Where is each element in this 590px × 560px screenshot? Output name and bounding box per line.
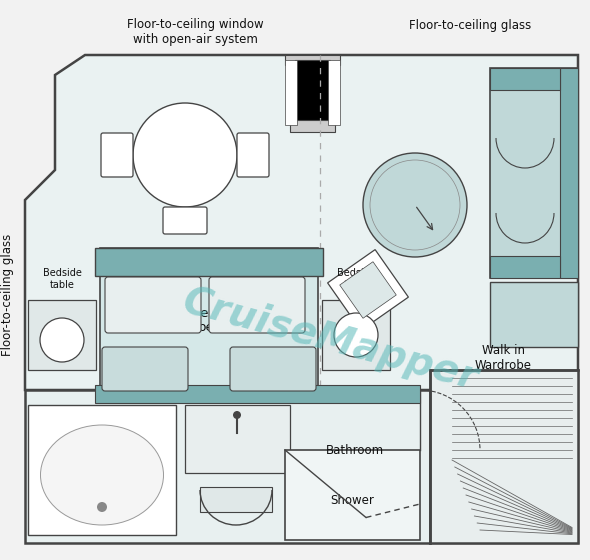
Ellipse shape <box>41 425 163 525</box>
Bar <box>28 405 176 535</box>
Bar <box>95 248 323 276</box>
Text: Bedside
table: Bedside table <box>42 268 81 290</box>
Text: Walk in
Wardrobe: Walk in Wardrobe <box>474 344 532 372</box>
Circle shape <box>133 103 237 207</box>
Bar <box>490 282 578 347</box>
Bar <box>28 300 96 370</box>
Circle shape <box>363 153 467 257</box>
Bar <box>285 60 297 125</box>
FancyBboxPatch shape <box>209 277 305 333</box>
Text: Floor-to-ceiling glass: Floor-to-ceiling glass <box>409 18 531 31</box>
Text: CruiseMapper: CruiseMapper <box>178 282 482 398</box>
FancyBboxPatch shape <box>163 207 207 234</box>
Text: Bathtub: Bathtub <box>78 449 126 461</box>
Bar <box>322 300 390 370</box>
Bar <box>328 60 340 125</box>
Circle shape <box>233 411 241 419</box>
Polygon shape <box>25 55 578 543</box>
Bar <box>490 68 560 90</box>
Text: Shower: Shower <box>330 493 374 506</box>
Text: Bathroom: Bathroom <box>326 444 384 456</box>
Circle shape <box>370 160 460 250</box>
Bar <box>285 55 340 65</box>
Circle shape <box>40 318 84 362</box>
Text: Floor-to-ceiling window
with open-air system: Floor-to-ceiling window with open-air sy… <box>127 18 263 46</box>
Bar <box>100 248 318 390</box>
FancyBboxPatch shape <box>230 347 316 391</box>
FancyBboxPatch shape <box>102 347 188 391</box>
Bar <box>185 405 290 473</box>
Bar <box>290 120 335 132</box>
FancyBboxPatch shape <box>101 133 133 177</box>
Circle shape <box>97 502 107 512</box>
FancyBboxPatch shape <box>105 277 201 333</box>
Polygon shape <box>340 262 396 318</box>
Bar <box>490 256 560 278</box>
Circle shape <box>334 313 378 357</box>
Text: Floor-to-ceiling glass: Floor-to-ceiling glass <box>2 234 15 356</box>
Bar <box>95 385 420 403</box>
Polygon shape <box>430 370 578 543</box>
Bar <box>295 60 330 125</box>
Text: Queen size
bed: Queen size bed <box>173 306 247 334</box>
Bar <box>200 487 272 512</box>
Polygon shape <box>327 250 408 330</box>
Bar <box>490 68 578 278</box>
Bar <box>560 68 578 278</box>
Bar <box>285 450 420 540</box>
Polygon shape <box>25 390 430 543</box>
Text: Bedside
table: Bedside table <box>336 268 375 290</box>
FancyBboxPatch shape <box>237 133 269 177</box>
